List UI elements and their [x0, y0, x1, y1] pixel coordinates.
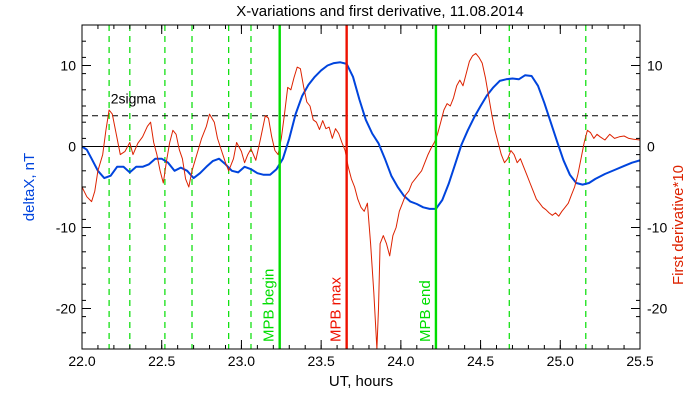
marker-label: MPB end	[417, 280, 434, 342]
y-tick-label-right: 0	[647, 139, 655, 155]
x-axis-label: UT, hours	[329, 373, 393, 390]
x-tick-label: 25.5	[626, 353, 653, 369]
y-axis-label-right: First derivative*10	[670, 165, 687, 285]
plot-area: 2sigma MPB begin MPB max MPB end 22.0 22.5 23.…	[56, 24, 667, 369]
x-tick-label: 23.0	[228, 353, 255, 369]
deltax-series-line	[82, 61, 640, 210]
x-tick-label: 23.5	[308, 353, 335, 369]
plot-frame	[81, 24, 641, 350]
y-tick-label-right: -20	[647, 301, 667, 317]
marker-label: MPB max	[328, 276, 345, 342]
derivative-series-line	[82, 52, 640, 349]
marker-label: MPB begin	[261, 269, 278, 342]
x-tick-label: 25.0	[547, 353, 574, 369]
y-tick-label-left: 10	[60, 58, 76, 74]
y-axis-label-left: deltaX, nT	[21, 153, 38, 221]
x-tick-label: 24.0	[387, 353, 414, 369]
y-tick-label-right: -10	[647, 220, 667, 236]
y-tick-label-left: -10	[56, 220, 76, 236]
series-group	[82, 52, 640, 349]
y-tick-label-left: -20	[56, 301, 76, 317]
x-tick-label: 22.0	[68, 353, 95, 369]
chart-title: X-variations and first derivative, 11.08…	[236, 3, 523, 20]
x-tick-label: 22.5	[148, 353, 175, 369]
x-tick-label: 24.5	[467, 353, 494, 369]
y-tick-label-left: 0	[68, 139, 76, 155]
y-tick-label-right: 10	[647, 58, 663, 74]
threshold-label: 2sigma	[111, 91, 156, 107]
